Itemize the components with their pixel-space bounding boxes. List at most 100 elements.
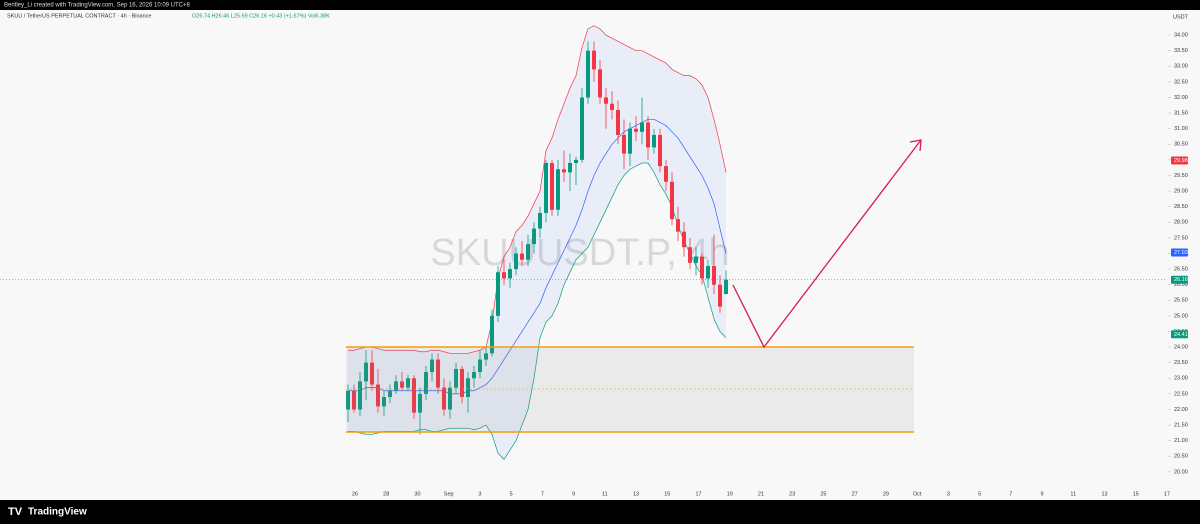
candle-body [346, 390, 350, 410]
candle-body [412, 378, 416, 413]
x-tick-label: 19 [727, 491, 733, 497]
y-tick-label: 23.00 [1174, 376, 1188, 382]
x-tick-label: 11 [602, 491, 608, 497]
candle-body [460, 368, 464, 398]
y-tick-label: 26.00 [1174, 282, 1188, 288]
ohlc-text: O26.74 H26.46 L25.69 C26.16 +0.43 (+1.67… [192, 13, 330, 19]
x-tick-label: 21 [758, 491, 764, 497]
candle-body [664, 166, 668, 182]
candle-body [514, 253, 518, 270]
x-tick-label: 29 [883, 491, 889, 497]
candle-body [616, 109, 620, 135]
x-tick-label: 7 [541, 491, 544, 497]
x-tick-label: 17 [1164, 491, 1170, 497]
candle-body [718, 284, 722, 307]
x-tick-label: 15 [1133, 491, 1139, 497]
candle-body [400, 381, 404, 388]
x-tick-label: 13 [1101, 491, 1107, 497]
credit: Bentley_Li created with TradingView.com,… [4, 3, 190, 9]
currency: USDT [1173, 14, 1189, 20]
candle-body [622, 134, 626, 154]
candle-body [580, 97, 584, 160]
candle-body [430, 359, 434, 373]
x-tick-label: 3 [947, 491, 950, 497]
candle-body [568, 163, 572, 173]
y-tick-label: 28.50 [1174, 204, 1188, 210]
y-tick-label: 20.00 [1174, 469, 1188, 475]
x-tick-label: Sep [444, 491, 454, 497]
y-tick-label: 27.50 [1174, 235, 1188, 241]
x-tick-label: 3 [478, 491, 481, 497]
price-tag-label: 27.03 [1174, 250, 1188, 256]
x-tick-label: Oct [913, 491, 922, 497]
candle-body [640, 122, 644, 132]
candle-body [496, 272, 500, 316]
y-tick-label: 21.50 [1174, 423, 1188, 429]
y-tick-label: 33.50 [1174, 48, 1188, 54]
y-tick-label: 30.50 [1174, 142, 1188, 148]
candle-body [700, 256, 704, 279]
y-tick-label: 20.50 [1174, 454, 1188, 460]
y-tick-label: 34.00 [1174, 33, 1188, 39]
plot-area: 34.00 33.50 33.00 32.50 32.00 31.50 31.00 30.50… [0, 25, 1188, 497]
candle-body [646, 122, 650, 148]
y-tick-label: 32.50 [1174, 79, 1188, 85]
x-tick-label: 9 [572, 491, 575, 497]
y-tick-label: 31.00 [1174, 126, 1188, 132]
y-tick-label: 28.00 [1174, 220, 1188, 226]
candle-body [532, 228, 536, 245]
y-tick-label: 33.00 [1174, 64, 1188, 70]
price-tag-label: 26.16 [1174, 277, 1188, 283]
candle-body [634, 128, 638, 132]
x-tick-label: 30 [414, 491, 420, 497]
candle-body [562, 169, 566, 173]
x-tick-label: 23 [789, 491, 795, 497]
candle-body [436, 359, 440, 388]
candle-body [520, 253, 524, 260]
candle-body [352, 390, 356, 410]
candle-body [418, 393, 422, 413]
candle-body [388, 390, 392, 398]
price-tag [1171, 156, 1188, 165]
candle-body [472, 372, 476, 379]
candle-body [484, 353, 488, 360]
candle-body [376, 384, 380, 407]
x-tick-label: 27 [852, 491, 858, 497]
price-tag [1171, 275, 1188, 284]
candle-body [574, 159, 578, 164]
candle-body [454, 368, 458, 388]
logo-mark: TV [8, 506, 23, 518]
x-tick-label: 15 [664, 491, 670, 497]
projection-arrow [732, 139, 922, 349]
y-tick-label: 26.50 [1174, 267, 1188, 273]
candle-body [724, 279, 728, 295]
y-tick-label: 29.50 [1174, 173, 1188, 179]
candle-body [556, 169, 560, 210]
x-tick-label: 26 [352, 491, 358, 497]
candle-body [676, 219, 680, 232]
y-tick-label: 31.50 [1174, 111, 1188, 117]
candle-body [544, 163, 548, 213]
x-tick-label: 11 [1070, 491, 1076, 497]
x-tick-label: 17 [695, 491, 701, 497]
y-tick-label: 25.00 [1174, 313, 1188, 319]
range-box [346, 347, 914, 432]
y-tick-label: 22.50 [1174, 391, 1188, 397]
price-tag-label: 24.41 [1174, 332, 1188, 338]
y-tick-label: 22.00 [1174, 407, 1188, 413]
y-tick-label: 24.00 [1174, 345, 1188, 351]
x-tick-label: 5 [510, 491, 513, 497]
x-tick-label: 7 [1009, 491, 1012, 497]
y-tick-label: 29.00 [1174, 189, 1188, 195]
footer-brand: TradingView [28, 507, 87, 518]
candle-body [538, 212, 542, 229]
candle-body [358, 381, 362, 410]
y-tick-label: 32.00 [1174, 95, 1188, 101]
footer-bar [0, 500, 1200, 524]
price-tag [1171, 330, 1188, 339]
symbol-title: SKUU / TetherUS PERPETUAL CONTRACT · 4h … [7, 13, 151, 19]
x-tick-label: 28 [383, 491, 389, 497]
candle-body [670, 181, 674, 220]
